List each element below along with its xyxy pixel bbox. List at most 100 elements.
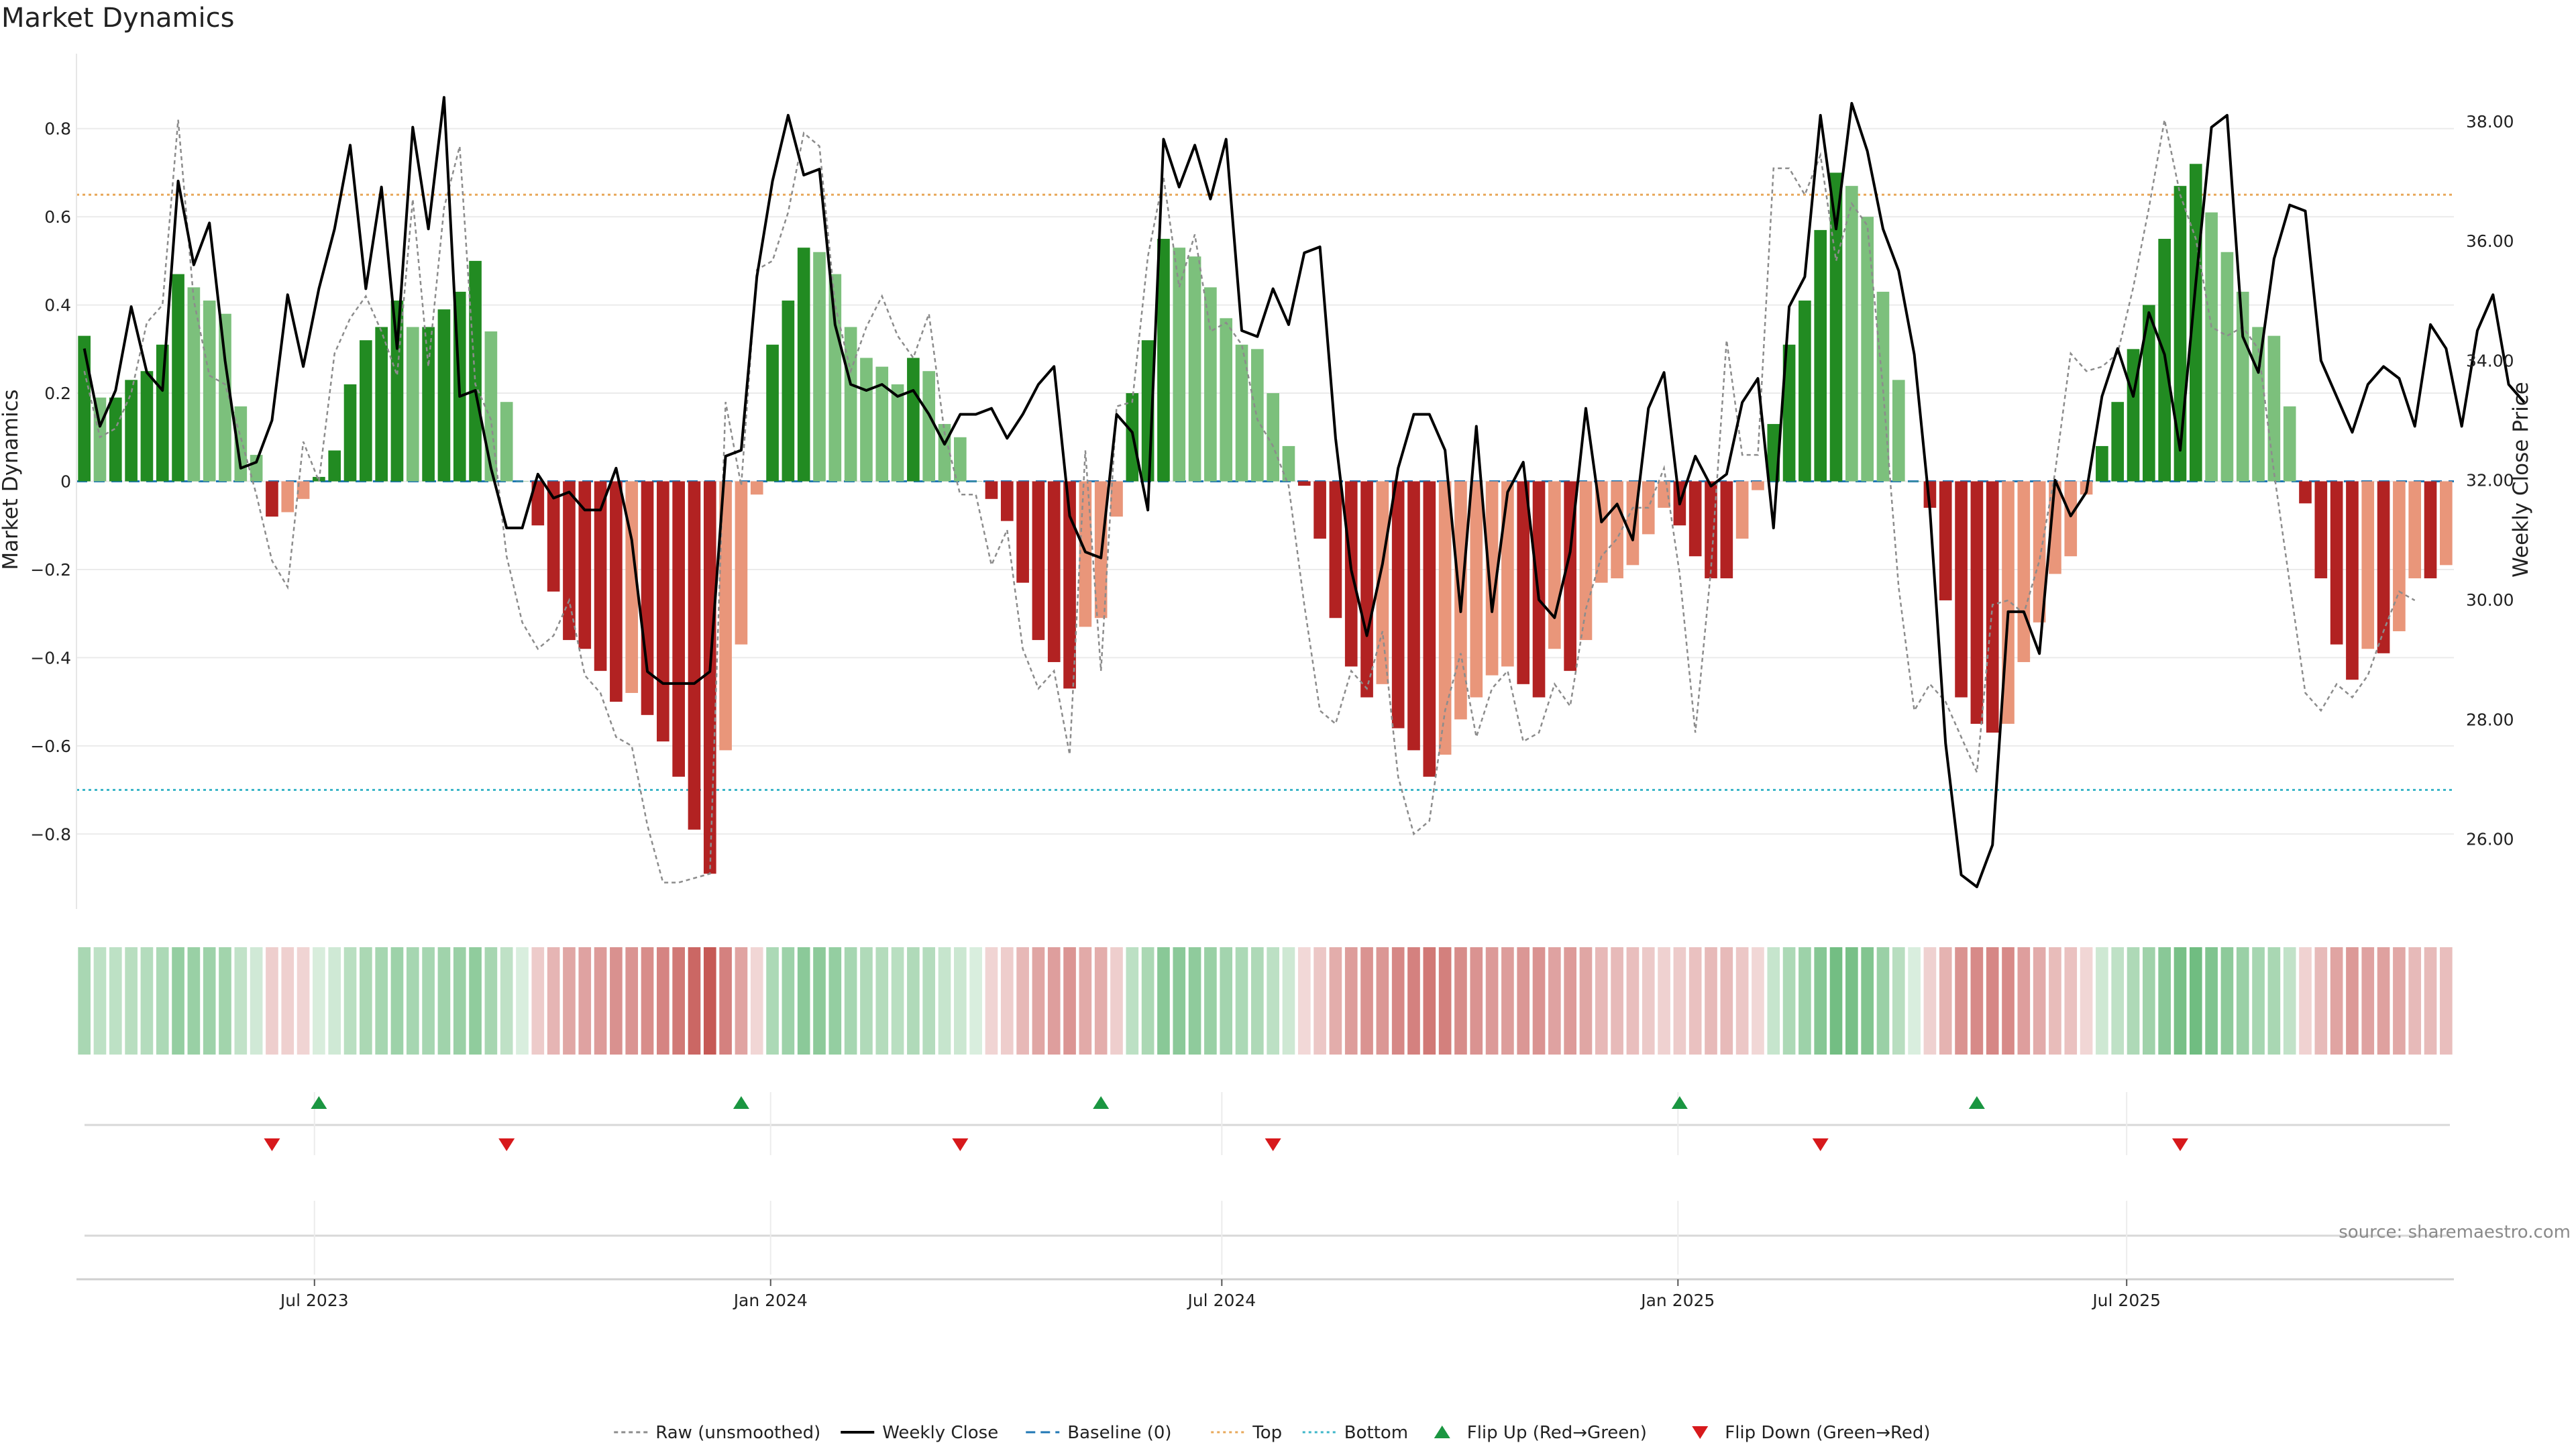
heat-cell [422, 947, 435, 1055]
heat-cell [703, 947, 716, 1055]
heat-cell [266, 947, 278, 1055]
x-tick-label: Jul 2024 [1186, 1291, 1256, 1310]
heat-cell [93, 947, 107, 1055]
dynamics-bar [657, 481, 669, 742]
heat-cell [125, 947, 138, 1055]
dynamics-bar [1391, 481, 1405, 729]
heat-cell [328, 947, 341, 1055]
dynamics-bar [2283, 406, 2296, 482]
heat-cell [1892, 947, 1905, 1055]
heat-cell [2127, 947, 2140, 1055]
heat-cell [437, 947, 451, 1055]
y-axis-label: Market Dynamics [0, 389, 23, 570]
heat-cell [625, 947, 639, 1055]
heat-cell [907, 947, 920, 1055]
heat-cell [2267, 947, 2281, 1055]
dynamics-bar [2314, 481, 2328, 579]
flip-up-marker [733, 1096, 749, 1109]
y-tick-label: −0.2 [30, 560, 71, 580]
dynamics-bar [2220, 252, 2234, 482]
heat-cell [1720, 947, 1733, 1055]
heat-cell [1986, 947, 1999, 1055]
heat-cell [1752, 947, 1764, 1055]
y2-tick-label: 34.00 [2466, 351, 2514, 370]
heat-cell [563, 947, 576, 1055]
heat-cell [2440, 947, 2453, 1055]
heat-cell [1032, 947, 1045, 1055]
heat-cell [1782, 947, 1796, 1055]
heat-cell [1735, 947, 1749, 1055]
heat-cell [1329, 947, 1342, 1055]
legend-item: Flip Down (Green→Red) [1692, 1423, 1931, 1443]
heat-cell [313, 947, 325, 1055]
heat-cell [1876, 947, 1890, 1055]
heat-cell [844, 947, 857, 1055]
y-tick-label: −0.8 [30, 824, 71, 844]
dynamics-bar [1376, 481, 1389, 684]
heat-cell [828, 947, 842, 1055]
heat-cell [1110, 947, 1123, 1055]
heat-cell [985, 947, 998, 1055]
heat-cell [1313, 947, 1326, 1055]
dynamics-bar [2346, 481, 2359, 680]
dynamics-bar [547, 481, 560, 592]
heat-cell [922, 947, 936, 1055]
x-tick-label: Jul 2023 [279, 1291, 349, 1310]
dynamics-bar [2236, 291, 2249, 482]
heat-cell [1344, 947, 1358, 1055]
heat-cell [1705, 947, 1717, 1055]
heat-cell [2002, 947, 2015, 1055]
dynamics-bar [1705, 481, 1717, 579]
heat-cell [1658, 947, 1670, 1055]
heat-cell [390, 947, 404, 1055]
axes: 0.8 0.6 0.4 0.2 0 −0.2 −0.4 −0.6 −0.8 38.00 36.00 3… [30, 54, 2514, 909]
heat-cell [203, 947, 216, 1055]
heat-cell [860, 947, 873, 1055]
heat-cell [2408, 947, 2422, 1055]
dynamics-bar [985, 481, 998, 499]
dynamics-bar [250, 455, 263, 482]
dynamics-bar [2408, 481, 2422, 579]
heat-cell [2346, 947, 2359, 1055]
legend-label: Baseline (0) [1067, 1423, 1171, 1443]
x-tick-label: Jan 2025 [1640, 1291, 1715, 1310]
heat-cell [1079, 947, 1092, 1055]
heat-cell [1611, 947, 1623, 1055]
legend-swatch-flip-down [1692, 1426, 1709, 1439]
dynamics-bar [1799, 301, 1811, 482]
heat-cell [641, 947, 654, 1055]
dynamics-bar [1188, 256, 1201, 482]
heat-cell [672, 947, 685, 1055]
dynamics-bar [2361, 481, 2375, 649]
heat-cell [657, 947, 669, 1055]
dynamics-bar [406, 327, 419, 482]
heat-cell [172, 947, 184, 1055]
heat-cell [1673, 947, 1686, 1055]
heat-cell [1376, 947, 1389, 1055]
weekly-close-line [83, 96, 2526, 889]
dynamics-bar [1470, 481, 1483, 698]
dynamics-bar [1485, 481, 1499, 676]
dynamics-bar [1735, 481, 1749, 539]
dynamics-bar [156, 344, 169, 482]
heat-cell [109, 947, 122, 1055]
legend: Raw (unsmoothed) Weekly Close Baseline (0)… [614, 1423, 1931, 1443]
heat-cell [1829, 947, 1843, 1055]
legend-item: Top [1211, 1423, 1282, 1443]
dynamics-bar [1876, 291, 1890, 482]
y2-tick-label: 38.00 [2466, 112, 2514, 131]
dynamics-bar [437, 309, 451, 482]
dynamics-bar [672, 481, 685, 777]
dynamics-bar [1548, 481, 1561, 649]
legend-item: Raw (unsmoothed) [614, 1423, 820, 1443]
heat-cell [2174, 947, 2187, 1055]
dynamics-bar [203, 301, 216, 482]
flip-down-marker [952, 1138, 969, 1151]
dynamics-bar [1173, 248, 1186, 482]
y-tick-label: −0.4 [30, 648, 71, 667]
dynamics-bar [594, 481, 607, 672]
dynamics-bar [1579, 481, 1593, 641]
heat-cell [187, 947, 201, 1055]
heat-cell [234, 947, 248, 1055]
